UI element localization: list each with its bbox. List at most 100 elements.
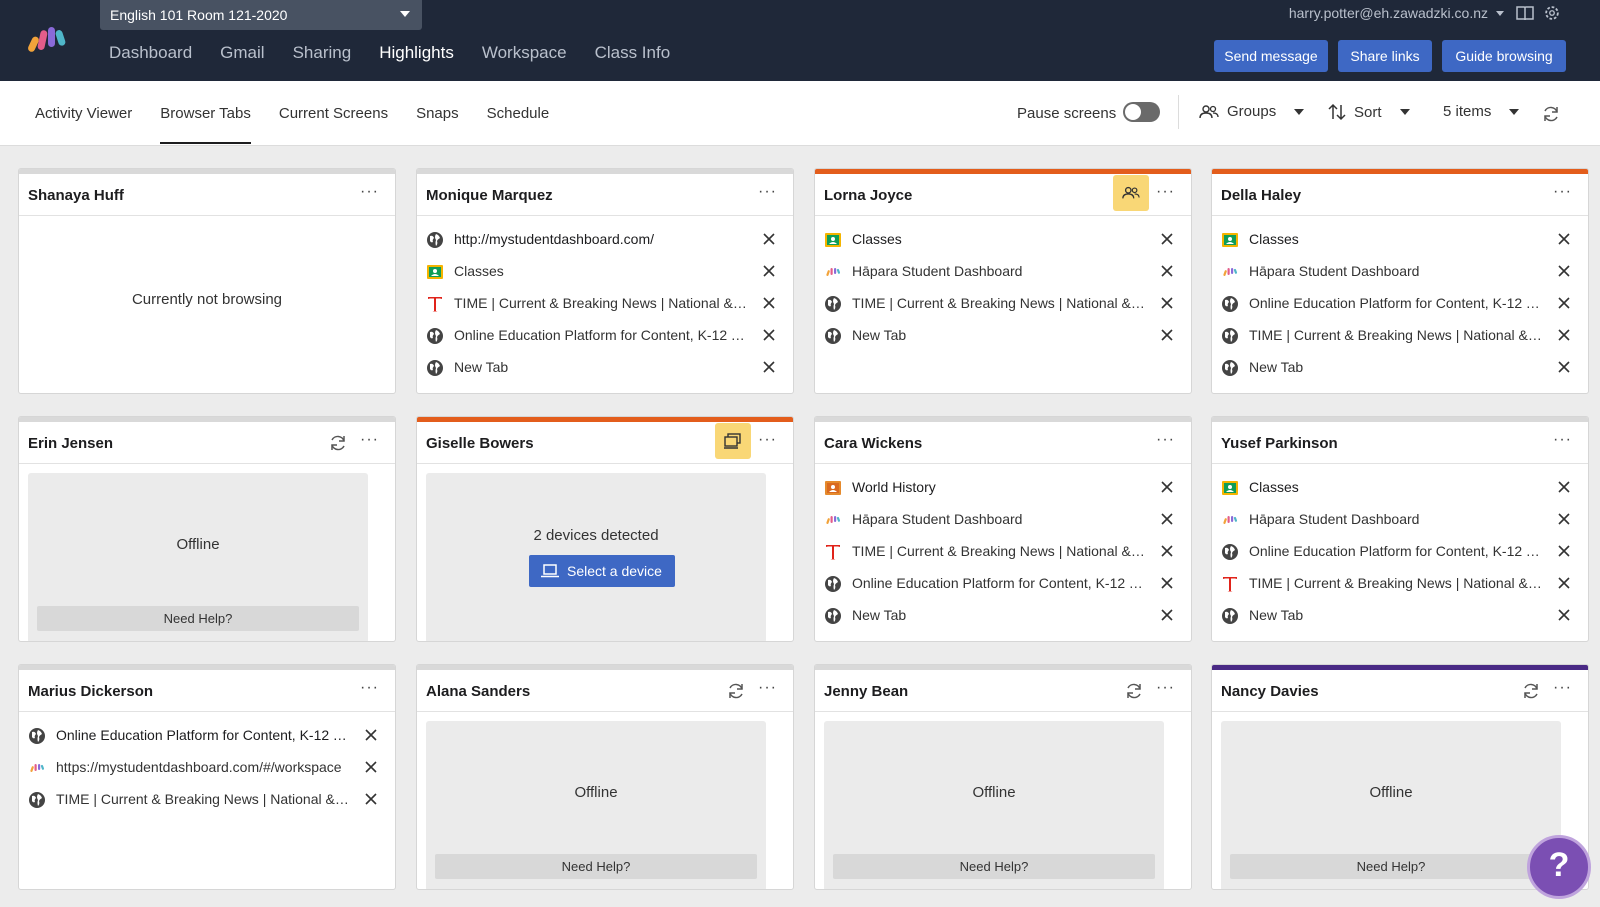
browser-tab-row[interactable]: Hāpara Student Dashboard [1212,505,1588,537]
need-help-button[interactable]: Need Help? [435,854,757,879]
tab-title[interactable]: https://mystudentdashboard.com/#/workspa… [56,759,342,775]
close-tab-icon[interactable] [1159,263,1175,279]
close-tab-icon[interactable] [1159,231,1175,247]
more-options-icon[interactable]: ··· [758,183,777,200]
tab-activity-viewer[interactable]: Activity Viewer [35,105,133,122]
browser-tab-row[interactable]: Hāpara Student Dashboard [1212,257,1588,289]
student-name[interactable]: Monique Marquez [426,187,553,204]
tab-title[interactable]: New Tab [852,327,907,343]
browser-tab-row[interactable]: New Tab [417,353,793,385]
nav-workspace[interactable]: Workspace [481,43,567,62]
guide-browsing-button[interactable]: Guide browsing [1442,40,1566,72]
tab-title[interactable]: TIME | Current & Breaking News | Nationa… [1249,575,1545,591]
close-tab-icon[interactable] [761,263,777,279]
groups-dropdown[interactable]: Groups [1199,103,1305,120]
more-options-icon[interactable]: ··· [1156,183,1175,200]
more-options-icon[interactable]: ··· [360,679,379,696]
close-tab-icon[interactable] [1159,575,1175,591]
tab-title[interactable]: Classes [1249,231,1299,247]
browser-tab-row[interactable]: New Tab [1212,601,1588,633]
select-device-button[interactable]: Select a device [529,555,675,587]
more-options-icon[interactable]: ··· [1156,431,1175,448]
close-tab-icon[interactable] [1159,543,1175,559]
tab-title[interactable]: New Tab [1249,359,1304,375]
close-tab-icon[interactable] [761,295,777,311]
close-tab-icon[interactable] [761,327,777,343]
nav-highlights[interactable]: Highlights [379,43,454,62]
student-name[interactable]: Erin Jensen [28,435,114,452]
more-options-icon[interactable]: ··· [1553,679,1572,696]
refresh-icon[interactable] [1125,682,1143,700]
browser-tab-row[interactable]: TIME | Current & Breaking News | Nationa… [1212,569,1588,601]
nav-dashboard[interactable]: Dashboard [109,43,193,62]
browser-tab-row[interactable]: Classes [815,225,1191,257]
close-tab-icon[interactable] [1159,295,1175,311]
close-tab-icon[interactable] [1556,575,1572,591]
tab-title[interactable]: Online Education Platform for Content, K… [56,727,352,743]
close-tab-icon[interactable] [363,727,379,743]
tab-title[interactable]: Online Education Platform for Content, K… [852,575,1148,591]
tab-title[interactable]: Hāpara Student Dashboard [1249,263,1420,279]
tab-title[interactable]: Online Education Platform for Content, K… [454,327,750,343]
nav-sharing[interactable]: Sharing [292,43,352,62]
tab-browser-tabs[interactable]: Browser Tabs [160,81,251,144]
tab-title[interactable]: TIME | Current & Breaking News | Nationa… [454,295,750,311]
close-tab-icon[interactable] [1159,479,1175,495]
sort-dropdown[interactable]: Sort [1328,103,1410,121]
browser-tab-row[interactable]: Hāpara Student Dashboard [815,257,1191,289]
close-tab-icon[interactable] [1556,543,1572,559]
tab-title[interactable]: World History [852,479,936,495]
student-name[interactable]: Nancy Davies [1221,683,1319,700]
close-tab-icon[interactable] [363,791,379,807]
nav-gmail[interactable]: Gmail [220,43,265,62]
browser-tab-row[interactable]: New Tab [1212,353,1588,385]
browser-tab-row[interactable]: Online Education Platform for Content, K… [19,721,395,753]
tab-title[interactable]: Hāpara Student Dashboard [852,263,1023,279]
browser-tab-row[interactable]: Classes [1212,473,1588,505]
tab-schedule[interactable]: Schedule [486,105,550,122]
browser-tab-row[interactable]: Online Education Platform for Content, K… [1212,537,1588,569]
browser-tab-row[interactable]: Online Education Platform for Content, K… [417,321,793,353]
student-name[interactable]: Della Haley [1221,187,1302,204]
refresh-icon[interactable] [329,434,347,452]
more-options-icon[interactable]: ··· [1156,679,1175,696]
tab-title[interactable]: http://mystudentdashboard.com/ [454,231,654,247]
more-options-icon[interactable]: ··· [360,183,379,200]
tab-title[interactable]: TIME | Current & Breaking News | Nationa… [56,791,352,807]
multi-device-badge[interactable] [715,423,751,459]
refresh-icon[interactable] [1522,682,1540,700]
nav-class-info[interactable]: Class Info [594,43,671,62]
tab-title[interactable]: New Tab [454,359,509,375]
close-tab-icon[interactable] [1159,511,1175,527]
refresh-icon[interactable] [727,682,745,700]
help-button[interactable]: ? [1527,835,1591,899]
user-menu[interactable]: harry.potter@eh.zawadzki.co.nz [1289,5,1504,21]
share-links-button[interactable]: Share links [1338,40,1432,72]
student-name[interactable]: Cara Wickens [824,435,923,452]
close-tab-icon[interactable] [1556,479,1572,495]
tab-current-screens[interactable]: Current Screens [278,105,389,122]
tab-title[interactable]: Classes [454,263,504,279]
browser-tab-row[interactable]: TIME | Current & Breaking News | Nationa… [1212,321,1588,353]
close-tab-icon[interactable] [1556,295,1572,311]
student-name[interactable]: Shanaya Huff [28,187,124,204]
tab-title[interactable]: New Tab [852,607,907,623]
refresh-icon[interactable] [1542,105,1560,123]
student-name[interactable]: Jenny Bean [824,683,909,700]
student-name[interactable]: Lorna Joyce [824,187,913,204]
browser-tab-row[interactable]: TIME | Current & Breaking News | Nationa… [417,289,793,321]
more-options-icon[interactable]: ··· [360,431,379,448]
close-tab-icon[interactable] [1556,359,1572,375]
tab-title[interactable]: TIME | Current & Breaking News | Nationa… [852,543,1148,559]
close-tab-icon[interactable] [1556,231,1572,247]
more-options-icon[interactable]: ··· [1553,431,1572,448]
tab-snaps[interactable]: Snaps [416,105,459,122]
browser-tab-row[interactable]: Hāpara Student Dashboard [815,505,1191,537]
more-options-icon[interactable]: ··· [758,431,777,448]
send-message-button[interactable]: Send message [1214,40,1328,72]
close-tab-icon[interactable] [761,359,777,375]
browser-tab-row[interactable]: Online Education Platform for Content, K… [815,569,1191,601]
browser-tab-row[interactable]: http://mystudentdashboard.com/ [417,225,793,257]
need-help-button[interactable]: Need Help? [37,606,359,631]
browser-tab-row[interactable]: TIME | Current & Breaking News | Nationa… [815,289,1191,321]
